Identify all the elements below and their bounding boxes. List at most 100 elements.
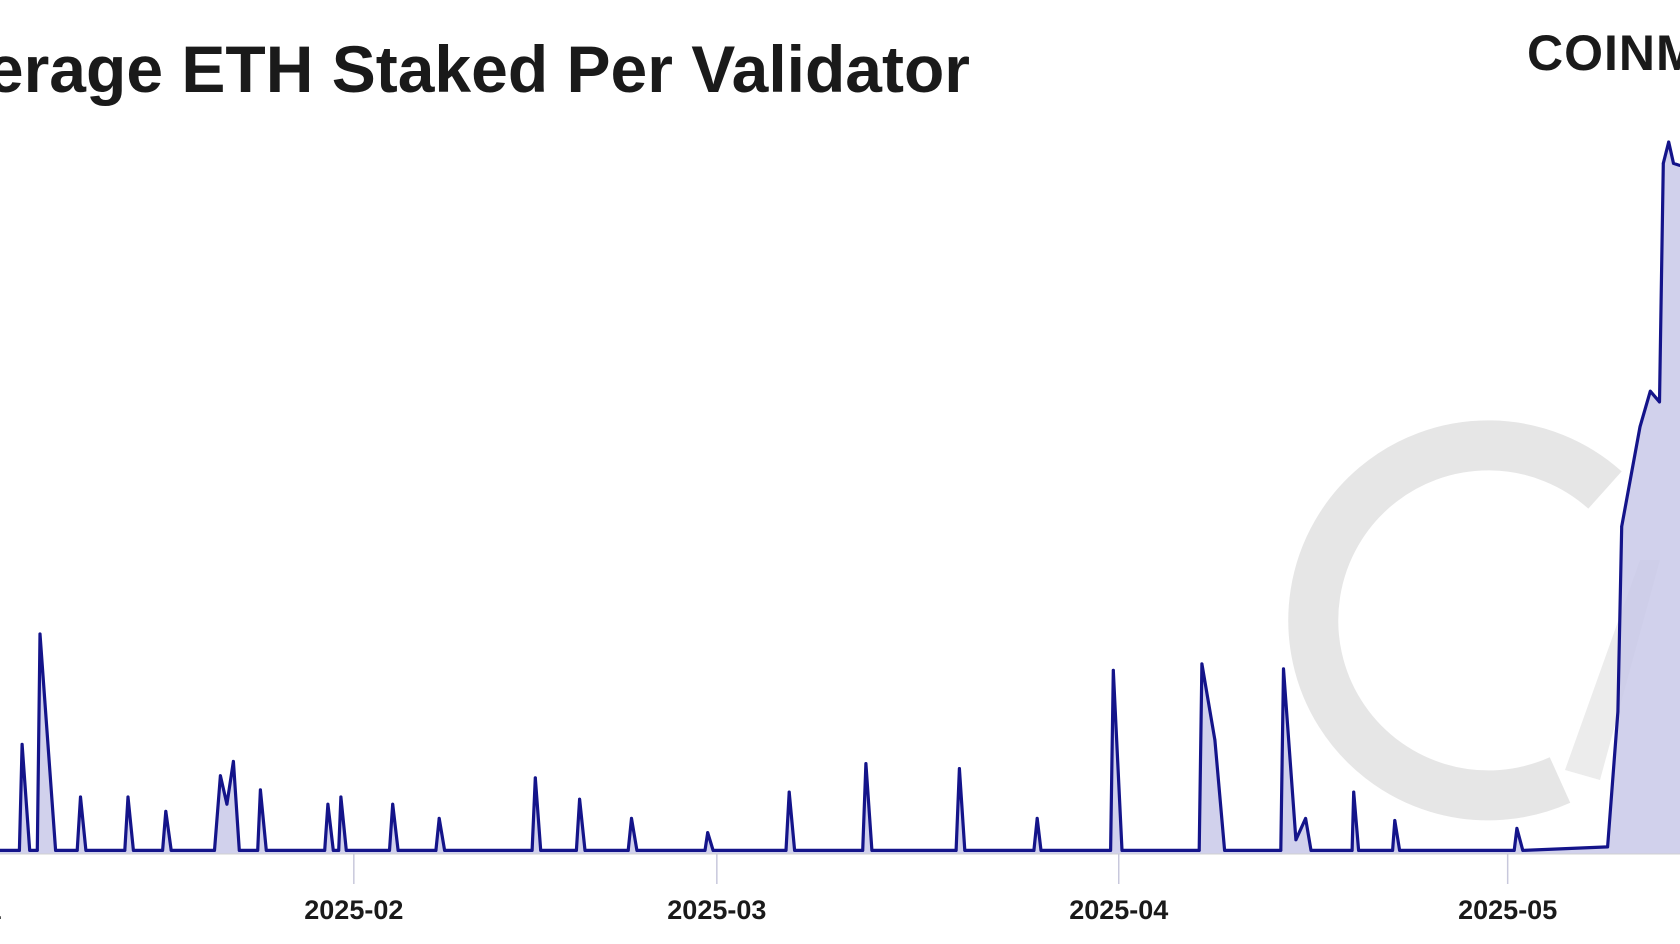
data-point (18, 849, 21, 852)
data-point (388, 849, 391, 852)
data-point (864, 762, 868, 765)
data-point (1200, 662, 1204, 666)
data-point (578, 797, 582, 801)
data-point (1661, 161, 1665, 165)
x-tick-label: 2025-04 (1069, 895, 1168, 925)
data-point (339, 795, 343, 799)
data-point (1616, 710, 1620, 713)
data-point (1304, 817, 1308, 820)
x-tick-label: 2025-05 (1458, 895, 1557, 925)
data-point (218, 774, 222, 778)
data-point (75, 849, 79, 852)
data-point (1213, 738, 1217, 742)
data-point (1350, 849, 1354, 852)
x-tick-label: 2025-03 (667, 895, 766, 925)
data-point (337, 849, 341, 852)
x-axis: 2025-01 2025-02 2025-03 2025-04 2025-05 (0, 853, 1680, 925)
series-area (0, 142, 1680, 854)
data-point (787, 790, 791, 794)
data-point (1638, 425, 1642, 429)
data-point (225, 802, 229, 806)
data-point (784, 849, 788, 852)
data-point (1391, 849, 1395, 852)
chart-title: Average ETH Staked Per Validator (0, 32, 970, 106)
data-point (1606, 845, 1610, 849)
watermark-logo (1288, 420, 1660, 821)
data-point (635, 849, 639, 852)
x-tick-label: 2025-01 (0, 895, 1, 925)
data-point (0, 849, 2, 852)
data-point (344, 849, 348, 852)
data-point (169, 849, 173, 852)
data-point (533, 776, 537, 780)
data-point (1109, 849, 1113, 852)
data-point (1309, 849, 1313, 852)
data-point (539, 849, 543, 852)
data-point (861, 849, 865, 852)
data-point (1357, 849, 1360, 852)
data-point (1223, 849, 1227, 852)
data-point (164, 809, 168, 813)
data-point (35, 849, 39, 852)
area-layer (0, 142, 1680, 854)
data-point (1512, 849, 1516, 852)
data-point (574, 849, 578, 852)
data-point (237, 849, 241, 852)
line-layer (0, 140, 1680, 852)
data-point (123, 849, 127, 852)
data-point (20, 742, 24, 746)
data-point (1667, 140, 1671, 144)
data-point (793, 849, 797, 852)
coinmetrics-logo: COINMETRICS (1527, 25, 1680, 81)
data-point (1521, 849, 1525, 852)
data-point (443, 849, 446, 852)
data-point (84, 849, 88, 852)
data-point (957, 767, 961, 770)
data-point (79, 795, 82, 799)
point-layer (0, 140, 1680, 852)
data-point (626, 849, 630, 852)
data-point (391, 802, 395, 806)
data-point (703, 849, 707, 852)
data-point (1658, 400, 1661, 404)
data-point (28, 849, 32, 852)
data-point (326, 802, 330, 806)
data-point (706, 831, 710, 835)
data-point (1282, 667, 1285, 671)
series-line (0, 140, 1680, 852)
data-point (1294, 838, 1298, 842)
data-point (1032, 849, 1036, 852)
data-point (1648, 389, 1652, 393)
data-point (711, 849, 715, 852)
data-point (264, 849, 268, 852)
data-point (54, 849, 58, 852)
data-point (1393, 819, 1397, 822)
data-point (1515, 826, 1519, 830)
data-point (213, 849, 216, 852)
data-point (437, 817, 441, 820)
data-point (38, 632, 42, 636)
data-point (954, 849, 958, 852)
x-tick-label: 2025-02 (304, 895, 403, 925)
data-point (1039, 849, 1043, 852)
data-point (530, 849, 534, 852)
data-point (258, 788, 262, 792)
data-point (126, 795, 130, 799)
data-point (396, 849, 400, 852)
data-point (963, 849, 967, 852)
data-point (630, 817, 633, 820)
data-point (434, 849, 438, 852)
data-point (1111, 668, 1115, 672)
data-point (1672, 161, 1675, 165)
data-point (1120, 849, 1124, 852)
data-point (1352, 790, 1356, 794)
data-point (870, 849, 874, 852)
data-point (331, 849, 335, 852)
data-point (1035, 817, 1039, 820)
data-point (231, 760, 235, 763)
data-point (1398, 849, 1402, 852)
data-point (132, 849, 135, 852)
data-point (1197, 849, 1201, 852)
data-point (323, 849, 327, 852)
